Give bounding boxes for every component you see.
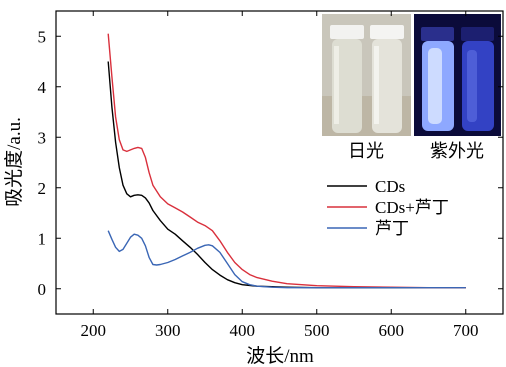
series-line-2 <box>107 230 466 289</box>
y-tick-label-2: 2 <box>38 179 47 198</box>
inset-photos: 日光 紫外光 <box>322 14 501 161</box>
x-tick-label-4: 600 <box>379 321 405 340</box>
series-line-1 <box>107 33 466 289</box>
plot-frame <box>55 10 504 315</box>
y-tick-label-0: 0 <box>38 280 47 299</box>
series-group <box>107 33 466 289</box>
x-tick-label-3: 500 <box>304 321 330 340</box>
x-axis-title: 波长/nm <box>246 345 314 367</box>
x-tick-label-1: 300 <box>155 321 181 340</box>
legend-label-0: CDs <box>375 177 405 196</box>
y-tick-label-4: 4 <box>38 78 47 97</box>
ticks-group: 200 300 400 500 600 700 0 1 2 3 4 5 <box>38 11 503 340</box>
y-tick-label-3: 3 <box>38 128 47 147</box>
y-tick-label-1: 1 <box>38 229 47 248</box>
x-tick-label-0: 200 <box>81 321 107 340</box>
x-tick-label-5: 700 <box>453 321 479 340</box>
uv-photo <box>414 14 501 136</box>
legend-label-1: CDs+芦丁 <box>375 198 449 217</box>
x-tick-label-2: 400 <box>230 321 256 340</box>
daylight-photo <box>322 14 411 136</box>
uv-label: 紫外光 <box>430 141 484 161</box>
y-tick-label-5: 5 <box>38 27 47 46</box>
y-axis-title: 吸光度/a.u. <box>3 117 25 207</box>
daylight-label: 日光 <box>348 141 384 161</box>
legend-label-2: 芦丁 <box>375 219 409 238</box>
